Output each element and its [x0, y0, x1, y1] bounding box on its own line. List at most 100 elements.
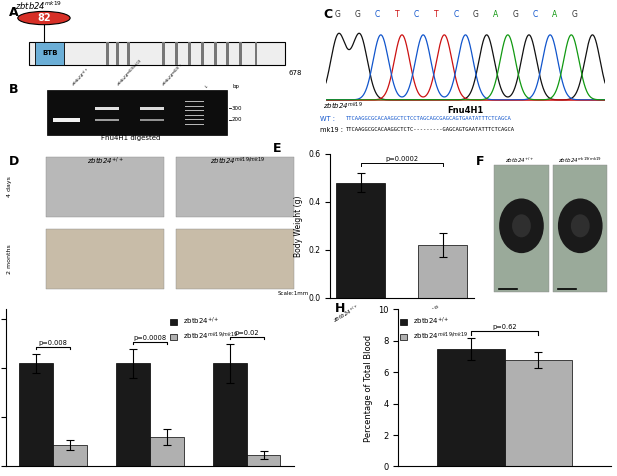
- Circle shape: [499, 198, 544, 253]
- Legend: zbtb24$^{+/+}$, zbtb24$^{mk19/mk19}$: zbtb24$^{+/+}$, zbtb24$^{mk19/mk19}$: [168, 313, 241, 345]
- Bar: [176, 228, 294, 289]
- Text: C: C: [414, 10, 420, 19]
- Bar: [117, 41, 119, 65]
- Text: G: G: [354, 10, 360, 19]
- Bar: [255, 41, 257, 65]
- Bar: [226, 41, 230, 65]
- Text: BTB: BTB: [42, 50, 57, 57]
- Bar: [188, 41, 191, 65]
- Text: L: L: [205, 84, 209, 89]
- Text: 200: 200: [232, 117, 242, 122]
- Bar: [213, 41, 217, 65]
- Bar: [201, 41, 204, 65]
- Circle shape: [512, 214, 531, 238]
- Text: C: C: [453, 10, 459, 19]
- Bar: [47, 89, 227, 135]
- Text: C: C: [532, 10, 538, 19]
- Bar: [494, 165, 549, 292]
- Bar: [185, 106, 204, 107]
- Text: zbtb24$^{+/+}$: zbtb24$^{+/+}$: [69, 66, 93, 89]
- Text: zbtb24$^{mk19/+}$: zbtb24$^{mk19/+}$: [160, 61, 187, 89]
- Text: p=0.02: p=0.02: [234, 330, 259, 336]
- Text: H: H: [335, 302, 345, 315]
- Text: 2 months: 2 months: [7, 244, 12, 274]
- Bar: [185, 124, 204, 125]
- Text: B: B: [9, 83, 19, 96]
- Text: TTCAAGGCGCACAAGGCTCTC---------GAGCAGTGAATATTTCTCAGCA: TTCAAGGCGCACAAGGCTCTC---------GAGCAGTGAA…: [346, 127, 515, 132]
- Bar: [46, 228, 164, 289]
- Text: p=0.0008: p=0.0008: [133, 335, 167, 341]
- Bar: [553, 165, 607, 292]
- Text: E: E: [273, 142, 281, 155]
- Text: WT :: WT :: [320, 116, 335, 122]
- Text: T: T: [394, 10, 399, 19]
- Text: zbtb24$^{mk19/mk19}$: zbtb24$^{mk19/mk19}$: [115, 58, 146, 89]
- Text: 300: 300: [232, 106, 242, 111]
- Text: C: C: [323, 8, 332, 20]
- Text: p=0.62: p=0.62: [492, 324, 517, 330]
- Bar: [418, 245, 467, 298]
- Text: zbtb24$^{mk19}$: zbtb24$^{mk19}$: [323, 101, 363, 112]
- Text: Fnu4H1: Fnu4H1: [447, 107, 484, 115]
- Text: Fnu4H1 digested: Fnu4H1 digested: [101, 135, 161, 141]
- Text: zbtb24$^{+/+}$: zbtb24$^{+/+}$: [505, 155, 534, 165]
- Bar: [106, 41, 109, 65]
- Text: p=0.008: p=0.008: [39, 340, 67, 346]
- Bar: [53, 445, 87, 466]
- Bar: [46, 157, 164, 217]
- Text: TTCAAGGCGCACAAGGCTCTCCTAGCAGCGAGCAGTGAATATTTCTCAGCA: TTCAAGGCGCACAAGGCTCTCCTAGCAGCGAGCAGTGAAT…: [346, 116, 512, 121]
- Text: G: G: [513, 10, 518, 19]
- Text: zbtb24$^{mk19/mk19}$: zbtb24$^{mk19/mk19}$: [210, 155, 265, 167]
- Bar: [140, 119, 164, 121]
- Text: Scale:1mm: Scale:1mm: [278, 291, 309, 297]
- Text: zbtb24$^{mk19}$: zbtb24$^{mk19}$: [15, 0, 62, 12]
- Bar: [126, 41, 130, 65]
- Text: zbtb24$^{mk19/mk19}$: zbtb24$^{mk19/mk19}$: [558, 155, 602, 165]
- Bar: [175, 41, 178, 65]
- Text: p=0.0002: p=0.0002: [385, 156, 418, 162]
- Text: A: A: [493, 10, 499, 19]
- Text: G: G: [473, 10, 479, 19]
- Y-axis label: Body Weight (g): Body Weight (g): [294, 195, 302, 257]
- Text: A: A: [9, 6, 19, 19]
- Bar: [116, 364, 150, 466]
- Bar: [150, 437, 184, 466]
- Text: G: G: [572, 10, 578, 19]
- Bar: [95, 119, 119, 121]
- Circle shape: [558, 198, 603, 253]
- Bar: [52, 118, 80, 122]
- Bar: [185, 101, 204, 102]
- Bar: [19, 364, 53, 466]
- Text: mk19 :: mk19 :: [320, 127, 343, 133]
- Circle shape: [18, 11, 70, 25]
- Bar: [336, 183, 386, 298]
- Text: T: T: [434, 10, 439, 19]
- Text: A: A: [552, 10, 558, 19]
- Text: 678: 678: [288, 69, 302, 76]
- Bar: [30, 41, 285, 65]
- Text: 4 days: 4 days: [7, 177, 12, 198]
- Text: F: F: [476, 155, 484, 169]
- Text: bp: bp: [233, 84, 240, 89]
- Text: 82: 82: [37, 13, 51, 23]
- Text: C: C: [375, 10, 379, 19]
- Bar: [505, 360, 572, 466]
- Bar: [185, 110, 204, 111]
- Bar: [140, 107, 164, 110]
- Text: G: G: [334, 10, 341, 19]
- Bar: [95, 107, 119, 110]
- Bar: [185, 119, 204, 120]
- Bar: [162, 41, 165, 65]
- Y-axis label: Percentage of Total Blood: Percentage of Total Blood: [363, 335, 373, 442]
- Bar: [213, 364, 247, 466]
- Bar: [247, 455, 281, 466]
- Bar: [185, 115, 204, 116]
- Bar: [239, 41, 242, 65]
- Bar: [176, 157, 294, 217]
- Bar: [35, 41, 64, 65]
- Text: D: D: [9, 155, 20, 169]
- Circle shape: [571, 214, 590, 238]
- Legend: zbtb24$^{+/+}$, zbtb24$^{mk19/mk19}$: zbtb24$^{+/+}$, zbtb24$^{mk19/mk19}$: [398, 313, 471, 345]
- Text: zbtb24$^{+/+}$: zbtb24$^{+/+}$: [87, 155, 123, 167]
- Bar: [437, 349, 505, 466]
